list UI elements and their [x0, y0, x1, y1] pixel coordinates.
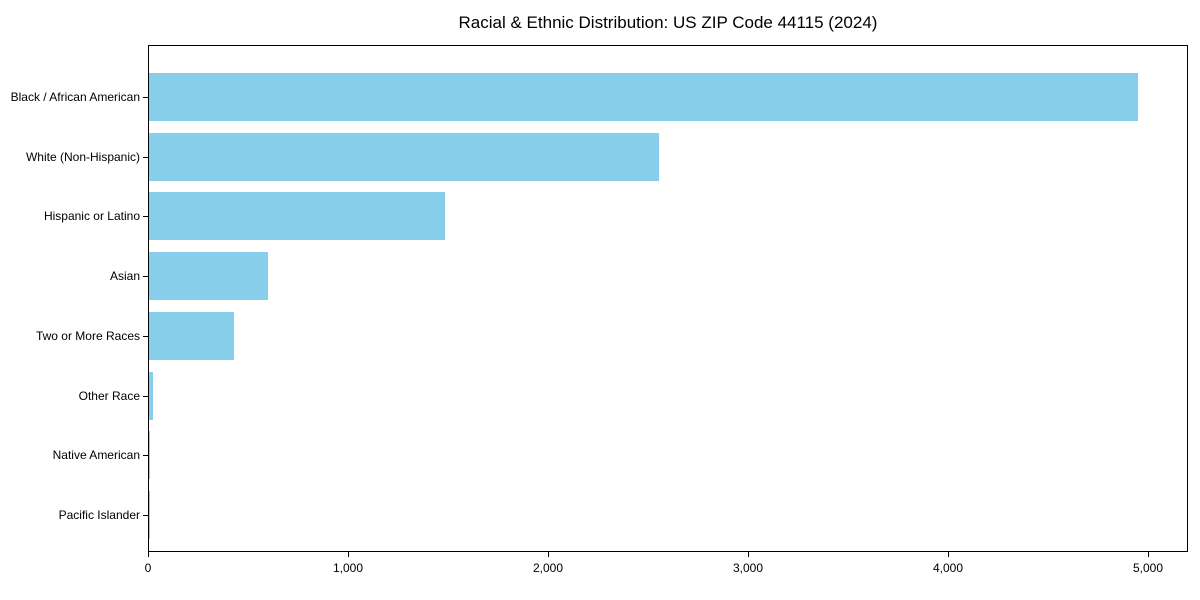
y-tick-label-hispanic-or-latino: Hispanic or Latino	[43, 209, 140, 224]
y-tick-label-white-non-hispanic: White (Non-Hispanic)	[25, 149, 140, 164]
y-tick-label-two-or-more-races: Two or More Races	[35, 328, 140, 343]
x-tick-mark	[548, 552, 549, 557]
y-tick-mark	[143, 455, 148, 457]
x-tick-mark	[748, 552, 749, 557]
y-tick-mark	[143, 335, 148, 337]
y-tick-label-asian: Asian	[109, 269, 140, 284]
bar-other-race	[149, 371, 153, 420]
chart-title: Racial & Ethnic Distribution: US ZIP Cod…	[458, 13, 878, 32]
bar-black-african-american	[149, 73, 1138, 121]
x-tick-mark	[948, 552, 949, 557]
bar-two-or-more-races	[149, 311, 234, 360]
y-tick-label-black-african-american: Black / African American	[10, 90, 140, 104]
y-tick-label-native-american: Native American	[52, 448, 140, 463]
x-tick-mark	[1148, 552, 1149, 557]
plot-area	[148, 45, 1188, 552]
y-tick-mark	[143, 216, 148, 218]
x-tick-label-0: 0	[144, 561, 152, 575]
y-tick-mark	[143, 156, 148, 158]
bar-white-non-hispanic	[149, 132, 659, 181]
y-tick-label-pacific-islander: Pacific Islander	[58, 507, 140, 522]
x-tick-label-5000: 5,000	[1132, 561, 1164, 575]
bar-native-american	[149, 431, 150, 480]
bar-hispanic-or-latino	[149, 192, 445, 241]
x-tick-mark	[148, 552, 149, 557]
x-tick-label-2000: 2,000	[532, 561, 564, 575]
x-tick-label-1000: 1,000	[332, 561, 364, 575]
x-tick-label-3000: 3,000	[732, 561, 764, 575]
bar-asian	[149, 252, 268, 301]
y-tick-mark	[143, 97, 148, 98]
x-tick-mark	[348, 552, 349, 557]
y-tick-label-other-race: Other Race	[78, 388, 140, 403]
y-tick-mark	[143, 514, 148, 516]
y-tick-mark	[143, 395, 148, 397]
x-tick-label-4000: 4,000	[932, 561, 964, 575]
y-tick-mark	[143, 276, 148, 278]
